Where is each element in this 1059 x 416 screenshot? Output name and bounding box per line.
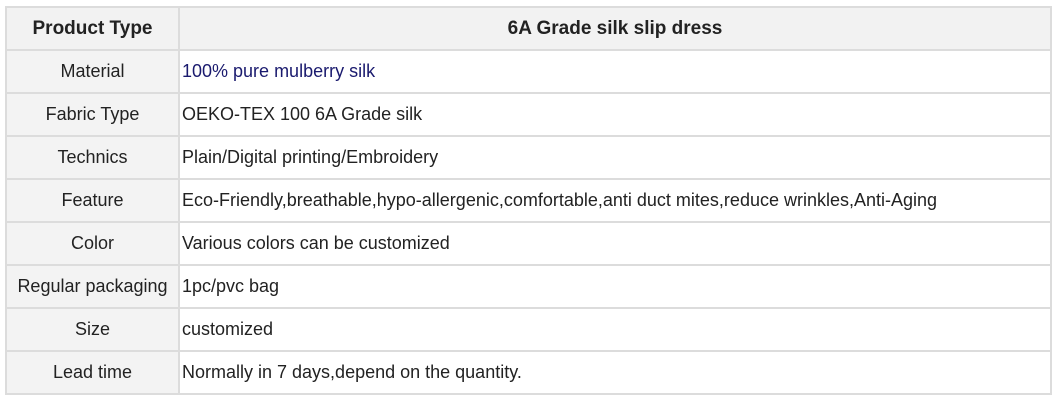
header-label: Product Type [5, 6, 180, 51]
row-value: Plain/Digital printing/Embroidery [178, 135, 1052, 180]
row-value: 1pc/pvc bag [178, 264, 1052, 309]
row-label: Fabric Type [5, 92, 180, 137]
table-row: Color Various colors can be customized [5, 221, 1052, 266]
row-value: customized [178, 307, 1052, 352]
row-label: Color [5, 221, 180, 266]
row-value: Eco-Friendly,breathable,hypo-allergenic,… [178, 178, 1052, 223]
table-row: Technics Plain/Digital printing/Embroide… [5, 135, 1052, 180]
row-value: Various colors can be customized [178, 221, 1052, 266]
header-value: 6A Grade silk slip dress [178, 6, 1052, 51]
table-header-row: Product Type 6A Grade silk slip dress [5, 6, 1052, 51]
row-label: Material [5, 49, 180, 94]
row-label: Regular packaging [5, 264, 180, 309]
table-row: Regular packaging 1pc/pvc bag [5, 264, 1052, 309]
table-row: Material 100% pure mulberry silk [5, 49, 1052, 94]
row-label: Size [5, 307, 180, 352]
row-label: Technics [5, 135, 180, 180]
table-row: Feature Eco-Friendly,breathable,hypo-all… [5, 178, 1052, 223]
row-value: Normally in 7 days,depend on the quantit… [178, 350, 1052, 395]
table-row: Lead time Normally in 7 days,depend on t… [5, 350, 1052, 395]
row-value: 100% pure mulberry silk [178, 49, 1052, 94]
table-row: Size customized [5, 307, 1052, 352]
row-label: Lead time [5, 350, 180, 395]
product-spec-table: Product Type 6A Grade silk slip dress Ma… [5, 6, 1052, 395]
row-value: OEKO-TEX 100 6A Grade silk [178, 92, 1052, 137]
table-row: Fabric Type OEKO-TEX 100 6A Grade silk [5, 92, 1052, 137]
row-label: Feature [5, 178, 180, 223]
